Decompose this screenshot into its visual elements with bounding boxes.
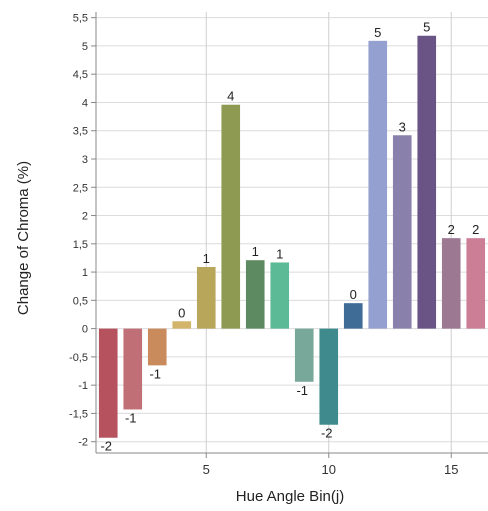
- y-tick-label: 4: [82, 97, 88, 109]
- y-tick-label: 0,5: [73, 295, 88, 307]
- bar: [221, 104, 241, 329]
- bar: [147, 328, 167, 366]
- data-label: 2: [448, 222, 455, 237]
- y-tick-label: 3,5: [73, 126, 88, 138]
- bar: [196, 266, 216, 329]
- x-axis-label: Hue Angle Bin(j): [236, 488, 344, 505]
- bar: [245, 260, 265, 329]
- y-tick-label: 0: [82, 324, 88, 336]
- axes: 5,554,543,532,521,510,50-0,5-1-1,5-25 10 1…: [69, 12, 488, 477]
- data-label: 3: [399, 119, 406, 134]
- y-tick-label: 5,5: [73, 13, 88, 25]
- y-tick-label: -1: [78, 380, 88, 392]
- y-axis-label: Change of Chroma (%): [15, 161, 32, 315]
- y-tick-label: 1: [82, 267, 88, 279]
- bar: [368, 40, 388, 329]
- data-label: 1: [203, 251, 210, 266]
- bar: [172, 321, 192, 329]
- data-label: 5: [423, 20, 430, 35]
- bar: [417, 35, 437, 329]
- data-label: 5: [374, 25, 381, 40]
- bar: [319, 328, 339, 425]
- data-label: -2: [321, 426, 333, 441]
- y-tick-label: 2: [82, 211, 88, 223]
- y-tick-label: -1,5: [69, 408, 88, 420]
- x-tick-label: 5: [203, 462, 210, 477]
- bar: [294, 328, 314, 382]
- data-label: -1: [125, 410, 137, 425]
- data-label: -1: [149, 366, 161, 381]
- data-label: 2: [472, 222, 479, 237]
- data-label: 1: [252, 244, 259, 259]
- data-label: -2: [100, 439, 112, 454]
- bar: [466, 238, 486, 329]
- bar: [270, 262, 290, 329]
- y-tick-label: -0,5: [69, 352, 88, 364]
- y-tick-label: 2,5: [73, 182, 88, 194]
- data-label: 1: [276, 246, 283, 261]
- y-tick-label: -2: [78, 437, 88, 449]
- y-tick-label: 3: [82, 154, 88, 166]
- y-tick-label: 1,5: [73, 239, 88, 251]
- data-label: -1: [296, 383, 308, 398]
- x-tick-label: 15: [444, 462, 458, 477]
- data-labels: -2 -1 -1 0 1 4 1 1 -1 -2 0 5 3 5 2 2: [100, 20, 479, 454]
- data-label: 0: [178, 305, 185, 320]
- bar: [441, 238, 461, 329]
- data-label: 0: [350, 287, 357, 302]
- bar: [123, 328, 143, 410]
- data-label: 4: [227, 89, 234, 104]
- y-tick-label: 4,5: [73, 69, 88, 81]
- y-tick-label: 5: [82, 41, 88, 53]
- bar: [392, 135, 412, 329]
- bars: [98, 35, 486, 438]
- x-tick-label: 10: [322, 462, 336, 477]
- bar: [98, 328, 118, 438]
- bar: [343, 303, 363, 329]
